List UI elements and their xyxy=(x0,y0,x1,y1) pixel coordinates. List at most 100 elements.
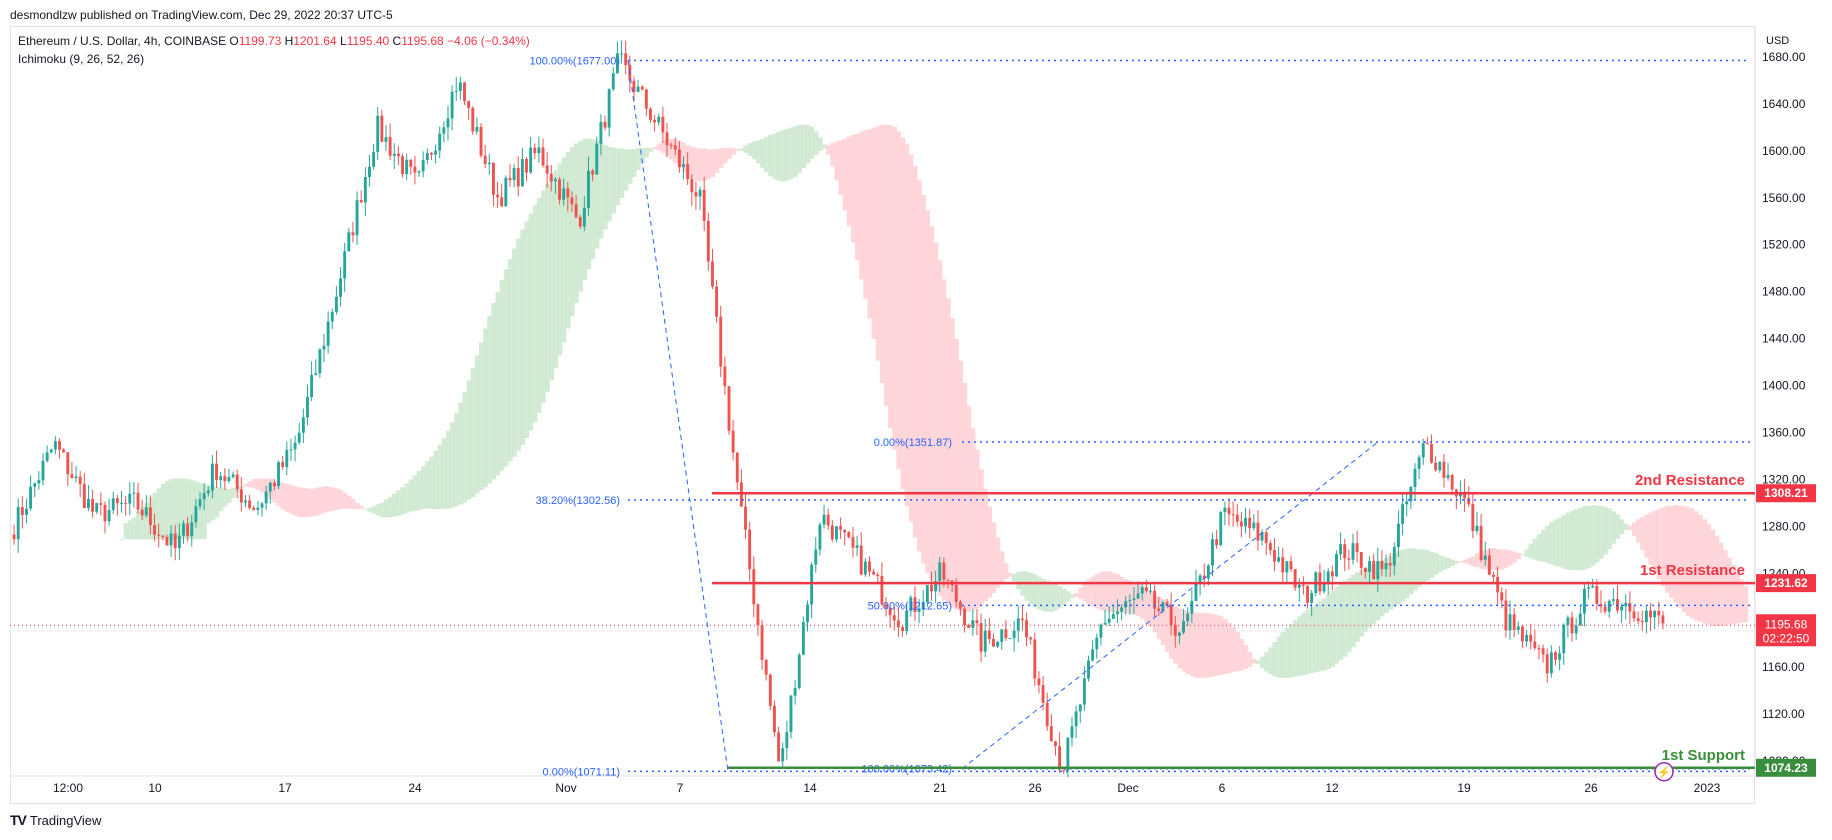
candle-body[interactable] xyxy=(1359,551,1363,568)
candle-body[interactable] xyxy=(520,158,524,187)
candle-body[interactable] xyxy=(1285,561,1289,573)
candle-body[interactable] xyxy=(198,499,202,507)
candle-body[interactable] xyxy=(1388,562,1392,566)
candle-body[interactable] xyxy=(1301,584,1305,586)
candle-body[interactable] xyxy=(785,732,789,749)
candle-body[interactable] xyxy=(244,500,247,503)
candle-body[interactable] xyxy=(479,126,483,156)
candle-body[interactable] xyxy=(1206,565,1210,579)
candle-body[interactable] xyxy=(752,569,756,605)
candle-body[interactable] xyxy=(905,610,909,632)
candle-body[interactable] xyxy=(768,674,772,706)
candle-body[interactable] xyxy=(190,522,194,537)
candle-body[interactable] xyxy=(814,549,818,565)
candle-body[interactable] xyxy=(169,533,173,546)
candle-body[interactable] xyxy=(504,177,508,207)
candle-body[interactable] xyxy=(227,476,231,482)
candle-body[interactable] xyxy=(851,537,855,548)
candle-body[interactable] xyxy=(772,705,776,733)
candle-body[interactable] xyxy=(1107,618,1111,623)
candle-body[interactable] xyxy=(483,155,487,165)
candle-body[interactable] xyxy=(1355,543,1359,552)
candle-body[interactable] xyxy=(863,561,867,575)
candle-body[interactable] xyxy=(566,188,570,198)
candle-body[interactable] xyxy=(1264,532,1268,544)
candle-body[interactable] xyxy=(58,441,61,450)
candle-body[interactable] xyxy=(624,53,628,66)
candle-body[interactable] xyxy=(355,200,359,236)
candle-body[interactable] xyxy=(801,622,805,655)
candle-body[interactable] xyxy=(719,316,723,367)
candle-body[interactable] xyxy=(285,449,289,468)
candle-body[interactable] xyxy=(1351,543,1355,560)
candle-body[interactable] xyxy=(1186,613,1190,622)
candle-body[interactable] xyxy=(640,86,644,90)
candle-body[interactable] xyxy=(392,153,396,156)
candle-body[interactable] xyxy=(921,602,925,609)
tradingview-brand[interactable]: TV TradingView xyxy=(10,812,101,828)
candle-body[interactable] xyxy=(686,164,690,180)
candle-body[interactable] xyxy=(380,115,384,142)
candle-body[interactable] xyxy=(810,564,814,605)
fib-trendline[interactable] xyxy=(627,60,729,772)
candle-body[interactable] xyxy=(194,506,198,523)
candle-body[interactable] xyxy=(272,482,276,487)
candle-body[interactable] xyxy=(1620,606,1624,611)
candle-body[interactable] xyxy=(797,654,801,689)
candle-body[interactable] xyxy=(1004,629,1008,639)
candle-body[interactable] xyxy=(1306,585,1309,603)
candle-body[interactable] xyxy=(843,529,847,533)
candle-body[interactable] xyxy=(702,189,706,221)
candle-body[interactable] xyxy=(1182,621,1186,633)
candle-body[interactable] xyxy=(1471,504,1475,532)
candle-body[interactable] xyxy=(1219,512,1223,546)
candle-body[interactable] xyxy=(372,151,376,167)
candle-body[interactable] xyxy=(1037,678,1041,686)
candle-body[interactable] xyxy=(256,507,260,510)
candle-body[interactable] xyxy=(1153,590,1157,609)
candle-body[interactable] xyxy=(1380,561,1384,570)
candle-body[interactable] xyxy=(587,170,590,209)
candle-body[interactable] xyxy=(289,449,293,451)
candle-body[interactable] xyxy=(1653,610,1657,618)
candle-body[interactable] xyxy=(682,164,685,168)
candle-body[interactable] xyxy=(223,476,227,482)
candle-body[interactable] xyxy=(512,168,516,181)
candle-body[interactable] xyxy=(1520,626,1524,642)
candle-body[interactable] xyxy=(475,126,479,132)
fib-trendline[interactable] xyxy=(961,441,1379,770)
candle-body[interactable] xyxy=(1273,550,1276,562)
candle-body[interactable] xyxy=(1029,637,1033,640)
event-marker-icon[interactable] xyxy=(1654,762,1674,782)
candle-body[interactable] xyxy=(62,449,66,453)
candle-body[interactable] xyxy=(653,119,657,123)
candle-body[interactable] xyxy=(1016,618,1020,631)
candle-body[interactable] xyxy=(1120,607,1124,612)
candle-body[interactable] xyxy=(1194,583,1198,601)
candle-body[interactable] xyxy=(12,534,16,540)
candle-body[interactable] xyxy=(45,452,49,461)
candle-body[interactable] xyxy=(1020,618,1024,621)
candle-body[interactable] xyxy=(888,607,892,616)
candle-body[interactable] xyxy=(388,137,392,156)
candle-body[interactable] xyxy=(144,507,148,516)
candle-body[interactable] xyxy=(781,748,785,762)
candle-body[interactable] xyxy=(16,507,20,540)
candle-body[interactable] xyxy=(330,311,334,322)
candle-body[interactable] xyxy=(384,137,388,142)
candle-body[interactable] xyxy=(434,150,438,155)
candle-body[interactable] xyxy=(297,432,301,443)
candle-body[interactable] xyxy=(239,489,243,503)
candle-body[interactable] xyxy=(438,133,442,151)
candle-body[interactable] xyxy=(401,156,404,175)
candle-body[interactable] xyxy=(206,490,210,494)
candle-body[interactable] xyxy=(549,173,553,182)
candle-body[interactable] xyxy=(591,170,595,175)
candle-body[interactable] xyxy=(599,121,603,144)
candle-body[interactable] xyxy=(611,73,615,90)
candle-body[interactable] xyxy=(967,625,971,628)
candle-body[interactable] xyxy=(1632,611,1636,619)
candle-body[interactable] xyxy=(1533,641,1537,649)
candle-body[interactable] xyxy=(1372,561,1376,580)
candle-body[interactable] xyxy=(1413,468,1417,487)
